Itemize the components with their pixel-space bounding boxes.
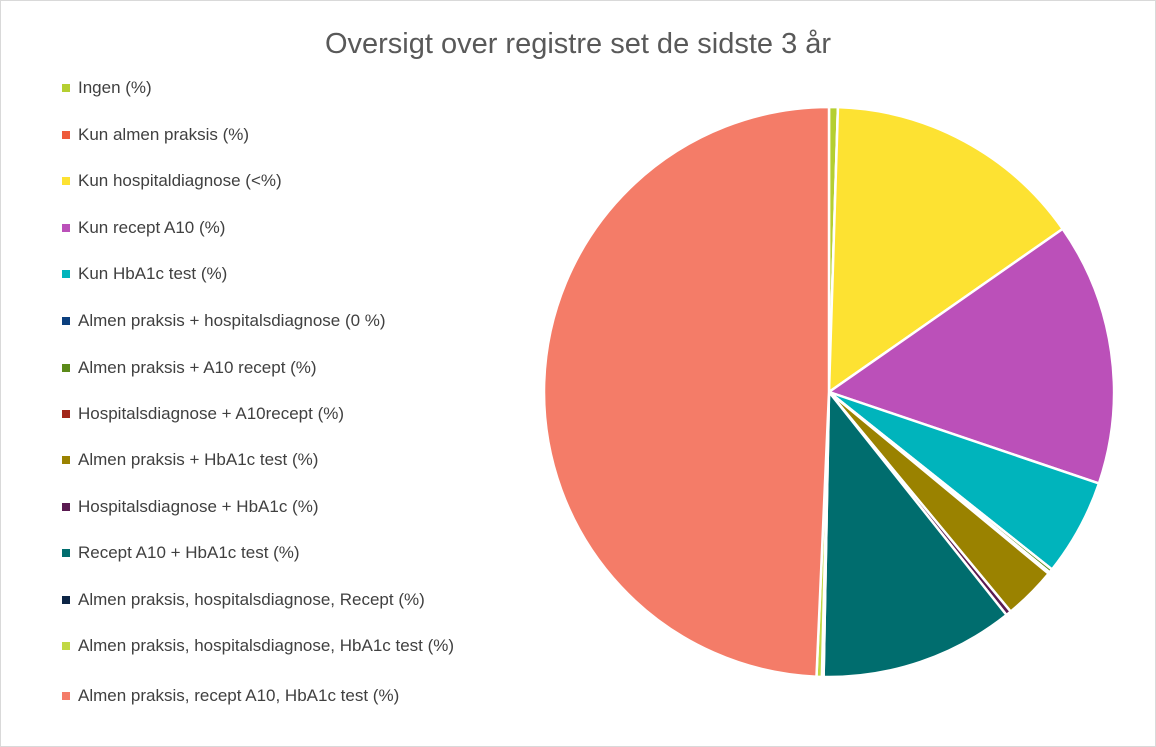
pie-slice (822, 390, 1008, 679)
legend-label: Kun almen praksis (%) (78, 124, 250, 144)
legend-swatch (62, 364, 70, 372)
legend-item: Kun recept A10 (%) (62, 217, 472, 239)
legend-item: Ingen (%) (62, 77, 472, 99)
legend-swatch (62, 177, 70, 185)
legend-item: Almen praksis + HbA1c test (%) (62, 449, 472, 471)
pie-slice (542, 105, 831, 678)
legend-label: Ingen (%) (78, 78, 152, 97)
legend-label: Almen praksis + hospitalsdiagnose (0 %) (78, 311, 386, 330)
legend-swatch (62, 224, 70, 232)
legend-swatch (62, 456, 70, 464)
legend-swatch (62, 270, 70, 278)
legend-swatch (62, 410, 70, 418)
legend-item: Kun HbA1c test (%) (62, 263, 472, 285)
legend-item: Kun hospitaldiagnose (<%) (62, 170, 472, 192)
legend-swatch (62, 549, 70, 557)
legend-label: Almen praksis, hospitalsdiagnose, Recept… (78, 590, 425, 609)
legend-label: Kun recept A10 (%) (78, 218, 226, 237)
legend-item: Almen praksis, hospitalsdiagnose, HbA1c … (62, 635, 472, 657)
legend-swatch (62, 596, 70, 604)
legend-item: Hospitalsdiagnose + HbA1c (%) (62, 496, 472, 518)
legend-item: Almen praksis, hospitalsdiagnose, Recept… (62, 589, 472, 611)
legend-label: Almen praksis, recept A10, HbA1c test (%… (78, 686, 400, 705)
legend-swatch (62, 692, 70, 700)
pie-slice (827, 227, 1116, 485)
legend-item: Recept A10 + HbA1c test (%) (62, 542, 472, 564)
legend-label: Almen praksis + HbA1c test (%) (78, 450, 319, 469)
legend-label: Hospitalsdiagnose + HbA1c (%) (78, 497, 319, 516)
legend-label: Kun HbA1c test (%) (78, 264, 228, 283)
legend-label: Almen praksis + A10 recept (%) (78, 358, 317, 377)
legend-swatch (62, 130, 70, 139)
legend-item: Almen praksis + hospitalsdiagnose (0 %) (62, 310, 472, 332)
legend-item: Hospitalsdiagnose + A10recept (%) (62, 403, 472, 425)
legend-swatch (62, 317, 70, 325)
legend-item: Almen praksis + A10 recept (%) (62, 357, 472, 379)
pie-slice (827, 105, 1064, 394)
legend-item: Almen praksis, recept A10, HbA1c test (%… (62, 685, 472, 707)
chart-title: Oversigt over registre set de sidste 3 å… (324, 28, 832, 60)
legend-swatch (62, 84, 70, 92)
legend-item: Kun almen praksis (%) (62, 124, 472, 146)
legend-label: Hospitalsdiagnose + A10recept (%) (78, 404, 345, 423)
legend-swatch (62, 503, 70, 511)
legend-swatch (62, 642, 70, 650)
legend-label: Recept A10 + HbA1c test (%) (78, 543, 300, 562)
legend-label: Almen praksis, hospitalsdiagnose, HbA1c … (78, 636, 455, 655)
legend-label: Kun hospitaldiagnose (<%) (78, 171, 282, 190)
